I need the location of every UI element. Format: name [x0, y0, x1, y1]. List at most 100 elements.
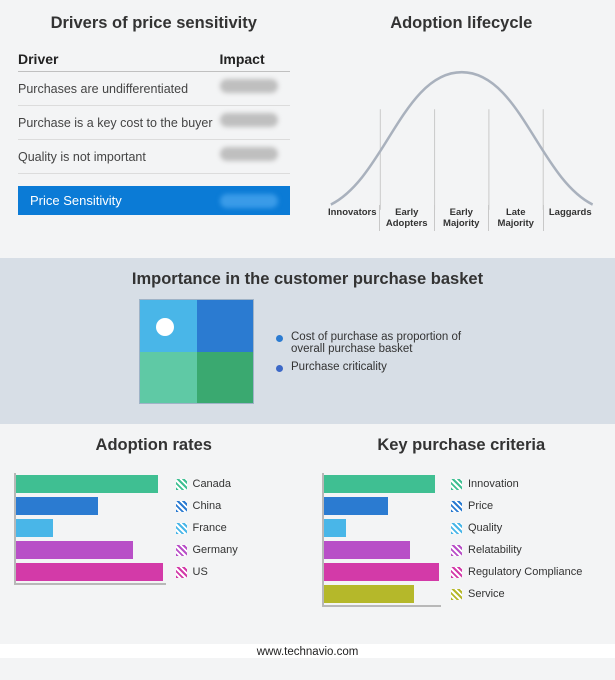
legend-item: France — [176, 517, 294, 539]
criteria-panel: Key purchase criteria Innovation Price Qua… — [308, 424, 615, 644]
legend-label: Innovation — [468, 478, 519, 490]
drivers-panel: Drivers of price sensitivity Driver Impa… — [0, 0, 308, 258]
adoption-rates-title: Adoption rates — [14, 436, 294, 455]
price-sensitivity-summary: Price Sensitivity — [18, 186, 290, 215]
drivers-table-head: Driver Impact — [18, 51, 290, 72]
adoption-rates-legend: Canada China France Germany US — [176, 473, 294, 585]
legend-swatch — [451, 479, 462, 490]
legend-label: US — [193, 566, 208, 578]
hbar — [16, 541, 133, 559]
legend-item: Cost of purchase as proportion of overal… — [276, 331, 476, 355]
hbar-row — [16, 561, 166, 583]
lifecycle-stage-label: Early Adopters — [379, 205, 434, 231]
adoption-rates-chart — [14, 473, 166, 585]
price-sensitivity-label: Price Sensitivity — [30, 193, 220, 208]
driver-label: Quality is not important — [18, 150, 220, 164]
legend-item: Germany — [176, 539, 294, 561]
legend-swatch — [176, 567, 187, 578]
drivers-row: Purchase is a key cost to the buyer — [18, 106, 290, 140]
legend-swatch — [451, 545, 462, 556]
hbar — [324, 563, 439, 581]
hbar — [16, 475, 158, 493]
legend-bullet — [276, 365, 283, 372]
lifecycle-stage-label: Laggards — [543, 205, 598, 231]
top-row: Drivers of price sensitivity Driver Impa… — [0, 0, 615, 258]
lifecycle-stage-label: Early Majority — [434, 205, 489, 231]
hbar-row — [324, 495, 442, 517]
drivers-title: Drivers of price sensitivity — [18, 14, 290, 33]
legend-swatch — [176, 479, 187, 490]
legend-label: Quality — [468, 522, 502, 534]
legend-swatch — [176, 501, 187, 512]
lifecycle-stage-label: Innovators — [326, 205, 380, 231]
legend-label: Regulatory Compliance — [468, 566, 582, 578]
legend-item: Service — [451, 583, 601, 605]
hbar-row — [324, 561, 442, 583]
drivers-table: Driver Impact Purchases are undifferenti… — [18, 51, 290, 215]
purchase-basket-legend: Cost of purchase as proportion of overal… — [276, 325, 476, 379]
drivers-row: Quality is not important — [18, 140, 290, 174]
purchase-basket-title: Importance in the customer purchase bask… — [0, 270, 615, 289]
lifecycle-panel: Adoption lifecycle InnovatorsEarly Adopt… — [308, 0, 615, 258]
legend-item: Purchase criticality — [276, 361, 476, 373]
legend-label: Relatability — [468, 544, 522, 556]
impact-value-blurred — [220, 79, 278, 93]
hbar-row — [324, 517, 442, 539]
hbar — [324, 585, 414, 603]
lifecycle-stage-label: Late Majority — [488, 205, 543, 231]
quadrant-cell — [197, 300, 254, 352]
quadrant-chart — [139, 299, 254, 404]
hbar-row — [16, 539, 166, 561]
legend-bullet — [276, 335, 283, 342]
hbar — [16, 563, 163, 581]
legend-item: Regulatory Compliance — [451, 561, 601, 583]
legend-item: Canada — [176, 473, 294, 495]
criteria-legend: Innovation Price Quality Relatability Regula… — [451, 473, 601, 607]
legend-swatch — [176, 545, 187, 556]
legend-label: Service — [468, 588, 505, 600]
hbar — [324, 497, 389, 515]
criteria-chart — [322, 473, 442, 607]
hbar-row — [16, 495, 166, 517]
legend-label: France — [193, 522, 227, 534]
lifecycle-title: Adoption lifecycle — [326, 14, 598, 33]
legend-swatch — [451, 501, 462, 512]
legend-item: China — [176, 495, 294, 517]
drivers-col-impact: Impact — [220, 51, 290, 67]
price-sensitivity-value-blurred — [220, 194, 278, 208]
lifecycle-chart: InnovatorsEarly AdoptersEarly MajorityLa… — [326, 51, 598, 231]
bottom-row: Adoption rates Canada China France Germany U… — [0, 424, 615, 644]
hbar — [16, 519, 53, 537]
driver-label: Purchase is a key cost to the buyer — [18, 116, 220, 130]
legend-item: Relatability — [451, 539, 601, 561]
quadrant-cell — [140, 352, 197, 404]
drivers-col-driver: Driver — [18, 51, 220, 67]
quadrant-cell — [197, 352, 254, 404]
driver-label: Purchases are undifferentiated — [18, 82, 220, 96]
impact-value-blurred — [220, 113, 278, 127]
hbar — [324, 541, 411, 559]
legend-label: Canada — [193, 478, 232, 490]
legend-swatch — [451, 523, 462, 534]
legend-label: Price — [468, 500, 493, 512]
drivers-row: Purchases are undifferentiated — [18, 72, 290, 106]
impact-value-blurred — [220, 147, 278, 161]
legend-item: Price — [451, 495, 601, 517]
quadrant-marker-dot — [156, 318, 174, 336]
legend-label: China — [193, 500, 222, 512]
legend-label: Purchase criticality — [291, 361, 387, 373]
legend-label: Germany — [193, 544, 238, 556]
legend-swatch — [451, 589, 462, 600]
hbar-row — [324, 583, 442, 605]
hbar-row — [324, 539, 442, 561]
adoption-rates-panel: Adoption rates Canada China France Germany U… — [0, 424, 308, 644]
legend-item: US — [176, 561, 294, 583]
purchase-basket-panel: Importance in the customer purchase bask… — [0, 258, 615, 424]
criteria-title: Key purchase criteria — [322, 436, 602, 455]
legend-item: Quality — [451, 517, 601, 539]
hbar-row — [324, 473, 442, 495]
legend-swatch — [451, 567, 462, 578]
legend-item: Innovation — [451, 473, 601, 495]
hbar — [324, 475, 436, 493]
hbar — [324, 519, 346, 537]
